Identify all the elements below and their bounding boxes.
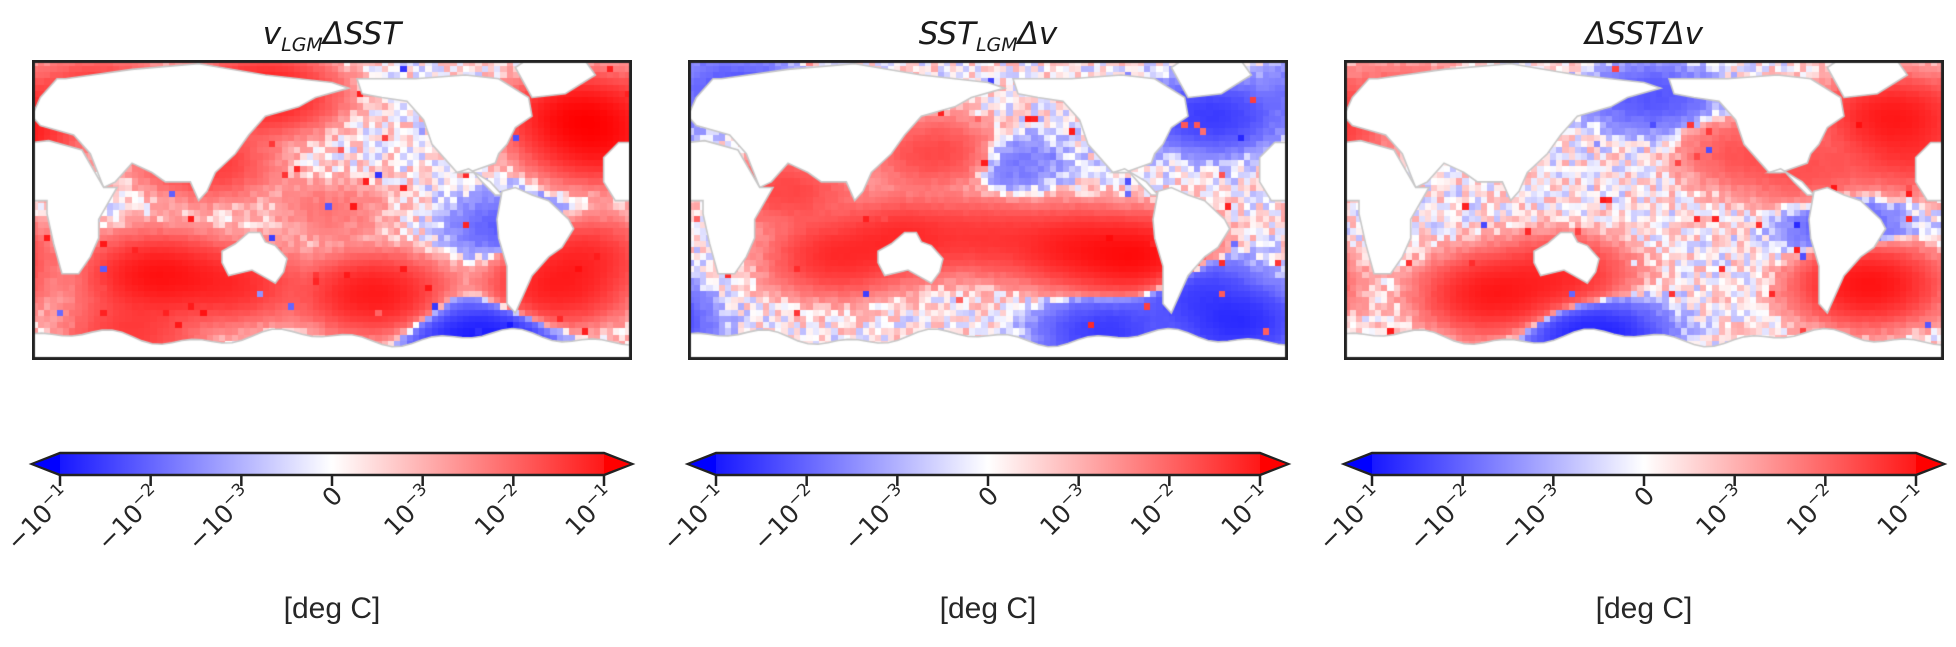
colorbar-label: [deg C]: [1595, 592, 1693, 625]
colorbar-tick-label: 10−2: [1123, 479, 1185, 541]
colorbar-extend-min: [34, 454, 60, 474]
colorbar-body: [684, 451, 1292, 477]
colorbar-tick-label: 10−2: [1779, 479, 1841, 541]
colorbar-extend-min: [690, 454, 716, 474]
colorbar-tick-label: −10−2: [1402, 479, 1479, 556]
colorbar-extend-min: [1346, 454, 1372, 474]
colorbar-tick-label: 10−1: [558, 479, 620, 541]
colorbar: −10−1−10−2−10−3 0 10−3 10−2 10−1: [657, 451, 1292, 556]
colorbar-body: [28, 451, 636, 477]
colorbar-tick-label: 10−1: [1870, 479, 1932, 541]
colorbar-tick-label: 10−3: [1033, 479, 1095, 541]
colorbar-body: [1340, 451, 1948, 477]
colorbar-tick-label: 10−3: [377, 479, 439, 541]
panel-title: vLGMΔSST: [262, 16, 402, 57]
colorbar-tick-label: −10−2: [746, 479, 823, 556]
heatmap-map: [688, 60, 1288, 360]
colorbar-label: [deg C]: [939, 592, 1037, 625]
panel-title: SSTLGMΔv: [918, 16, 1058, 57]
colorbar-tick-label: −10−1: [1311, 479, 1388, 556]
panel-sst-lgm-delta-v: SSTLGMΔv −10−1 −10−2 −10−3 0 10−3 10−2 10−1 [d…: [657, 0, 1292, 647]
panel-delta-sst-delta-v: ΔSSTΔv −10−1 −10−2 −10−3 0 10−3 10−2 10−1 [deg…: [1313, 0, 1948, 647]
colorbar-tick-label: −10−3: [1493, 479, 1570, 556]
colorbar-tick-label: 0: [316, 481, 348, 513]
colorbar-label: [deg C]: [283, 592, 381, 625]
panel-title: ΔSSTΔv: [1585, 16, 1703, 52]
colorbar-tick-label: −10−3: [837, 479, 914, 556]
colorbar-extend-max: [604, 454, 630, 474]
panel-v-lgm-delta-sst: vLGMΔSST −10−1 −10−2 −10−3 0 10−3 10−2 10−1 [d…: [1, 0, 636, 647]
colorbar-tick-label: −10−1: [655, 479, 732, 556]
heatmap-map: [1344, 60, 1944, 360]
colorbar: −10−1−10−2−10−3 0 10−3 10−2 10−1: [1, 451, 636, 556]
colorbar-tick-label: −10−3: [181, 479, 258, 556]
colorbar-tick-label: 10−3: [1689, 479, 1751, 541]
colorbar-tick-label: −10−1: [0, 479, 76, 556]
colorbar-tick-label: 10−2: [467, 479, 529, 541]
colorbar-extend-max: [1260, 454, 1286, 474]
colorbar-tick-label: 10−1: [1214, 479, 1276, 541]
colorbar-tick-label: 0: [1628, 481, 1660, 513]
colorbar-tick-label: −10−2: [90, 479, 167, 556]
colorbar: −10−1−10−2−10−3 0 10−3 10−2 10−1: [1313, 451, 1948, 556]
colorbar-extend-max: [1916, 454, 1942, 474]
colorbar-tick-label: 0: [972, 481, 1004, 513]
heatmap-map: [32, 60, 632, 360]
